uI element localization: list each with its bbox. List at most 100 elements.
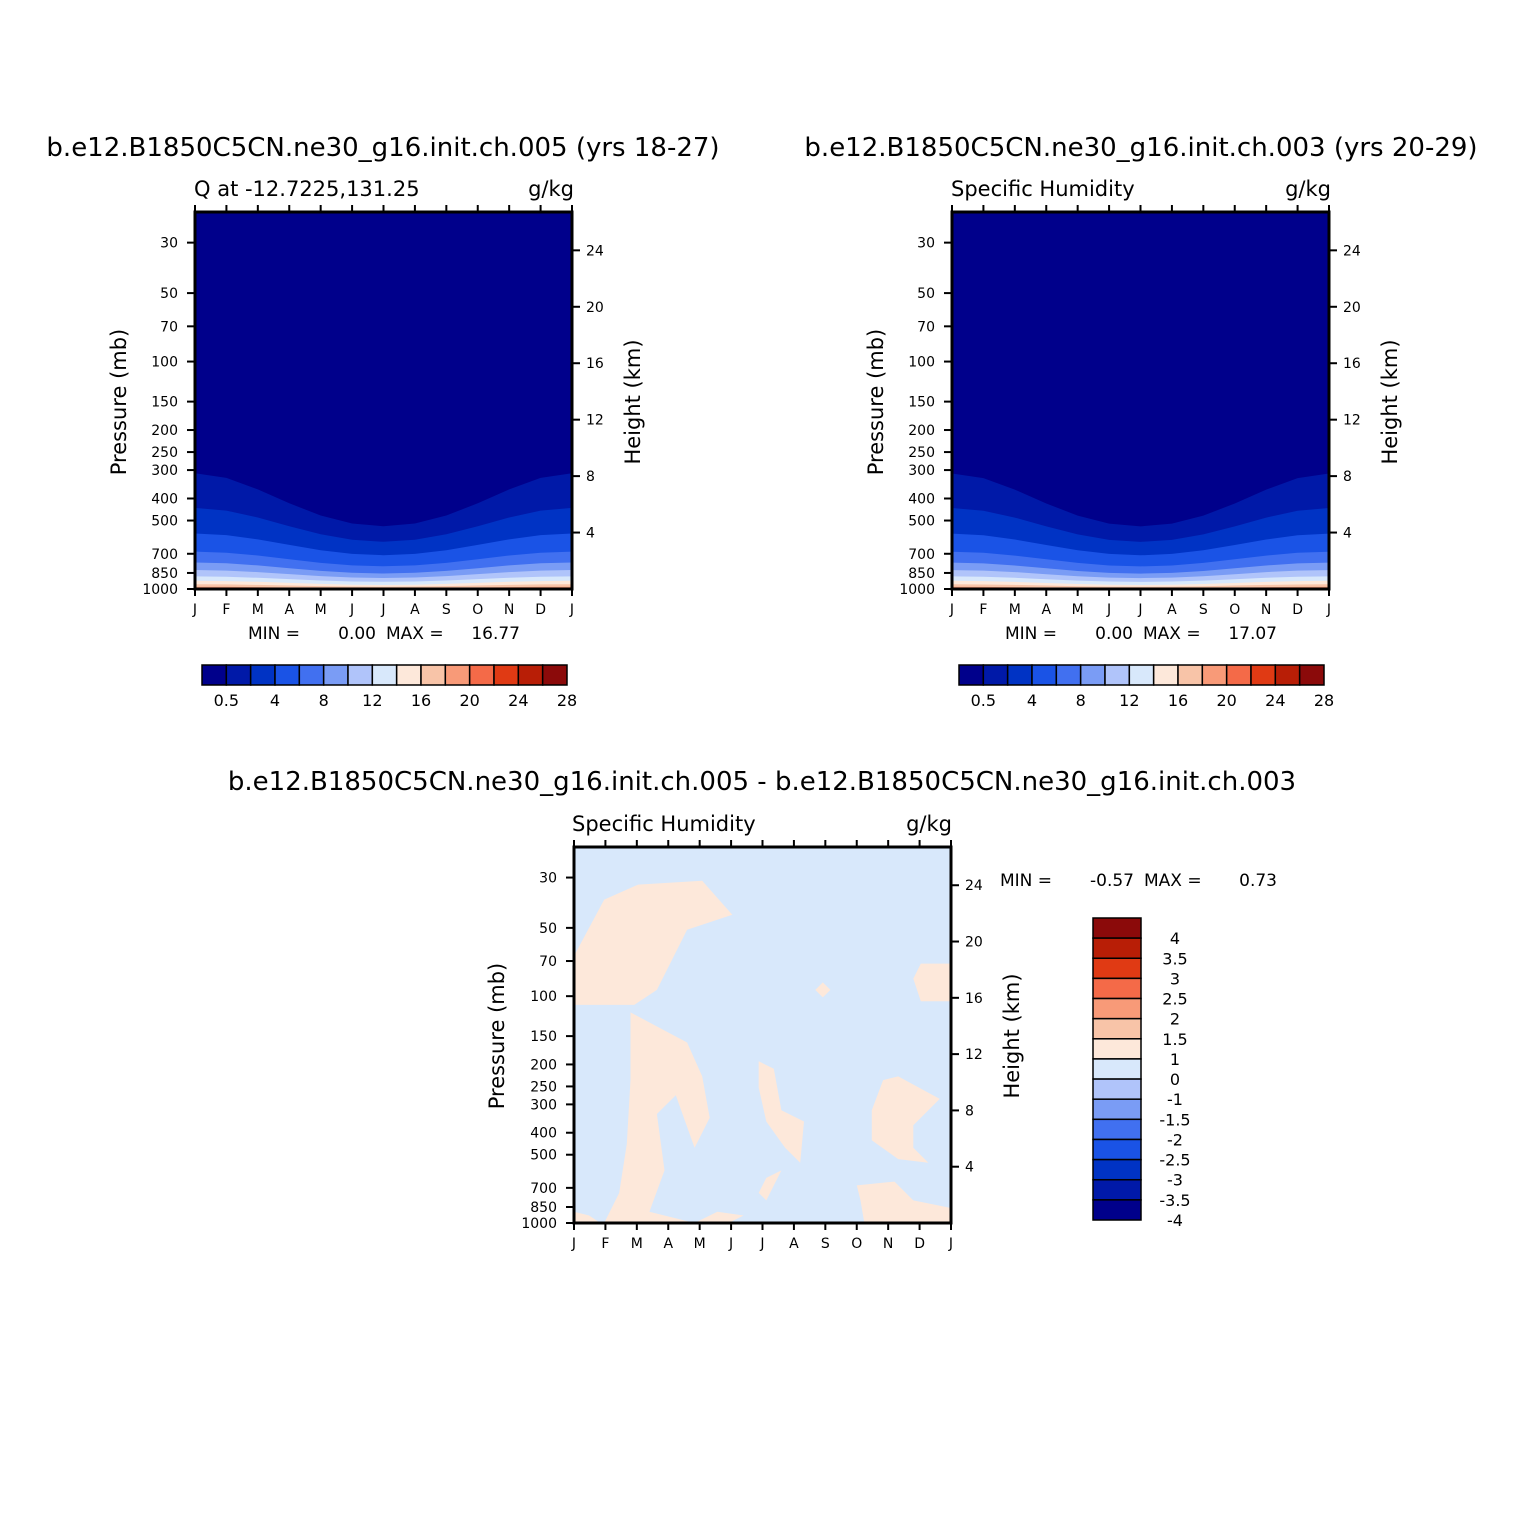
y-tick-label: 400: [151, 491, 178, 507]
contour-fill: [574, 1211, 601, 1223]
colorbar-label: 2: [1170, 1010, 1180, 1029]
panel-ch003-plot: J F M A M J J A S O N D J 30 50 70 100 150 200 250 300 400 500…: [899, 205, 1361, 618]
colorbar-box: [1298, 664, 1325, 686]
panel-ch005-plot: J F M A M J J A S O N D J 30 50 70 100 150 200 250 300 400 500…: [142, 205, 604, 618]
panel-ch003-min-value: 0.00: [1095, 624, 1133, 644]
colorbar-label: 4: [1027, 691, 1037, 710]
contour-fill: [604, 1012, 710, 1223]
y2-tick-label: 12: [965, 1047, 983, 1063]
colorbar-label: -3: [1167, 1171, 1183, 1190]
y2-tick-label: 4: [586, 526, 595, 542]
y-tick-label: 250: [530, 1079, 557, 1095]
y-tick-label: 250: [151, 445, 178, 461]
y-tick-label: 850: [908, 566, 935, 582]
x-tick-label: S: [1199, 602, 1208, 618]
colorbar-label: -2.5: [1159, 1151, 1190, 1170]
x-tick-label: D: [535, 602, 546, 618]
y-tick-label: 850: [530, 1200, 557, 1216]
colorbar-label: -3.5: [1159, 1191, 1190, 1210]
y2-tick-label: 12: [1343, 413, 1361, 429]
panel-diff-plot: J F M A M J J A S O N D J 30 50 70 100 150 200 250 300 400 500…: [521, 840, 983, 1252]
x-tick-label: M: [315, 602, 327, 618]
colorbar-box: [1092, 1038, 1142, 1060]
x-tick-label: O: [472, 602, 483, 618]
x-tick-label: F: [601, 1236, 609, 1252]
x-tick-label: J: [380, 602, 385, 618]
y-tick-label: 500: [908, 514, 935, 530]
x-tick-label: F: [979, 602, 987, 618]
colorbar-box: [1092, 937, 1142, 960]
panel-ch005-y2label: Height (km): [621, 339, 645, 464]
y2-tick-label: 8: [1343, 469, 1352, 485]
contour-fill: [574, 880, 733, 1005]
panel-diff-units: g/kg: [906, 812, 952, 836]
colorbar-box: [1092, 1098, 1142, 1121]
y-tick-label: 400: [530, 1126, 557, 1142]
y-tick-label: 300: [530, 1097, 557, 1113]
y2-tick-label: 8: [586, 469, 595, 485]
panel-ch005-colorbar: 0.5 4 8 12 16 20 24 28: [201, 664, 577, 710]
panel-ch003: b.e12.B1850C5CN.ne30_g16.init.ch.003 (yr…: [804, 133, 1477, 710]
colorbar-label: -1.5: [1159, 1110, 1190, 1129]
colorbar-box: [1092, 1017, 1142, 1040]
panel-ch005: b.e12.B1850C5CN.ne30_g16.init.ch.005 (yr…: [46, 133, 719, 710]
colorbar-box: [541, 664, 568, 686]
panel-diff-max-value: 0.73: [1239, 871, 1277, 891]
colorbar-box: [444, 664, 471, 686]
x-tick-label: O: [851, 1236, 862, 1252]
x-tick-label: M: [1072, 602, 1084, 618]
colorbar-label: 0.5: [971, 691, 996, 710]
contour-fill: [871, 1076, 940, 1163]
panel-ch005-max-label: MAX =: [386, 624, 444, 644]
x-tick-label: D: [1292, 602, 1303, 618]
panel-ch005-stats: MIN = 0.00 MAX = 16.77: [248, 624, 520, 644]
panel-diff-left-subtitle: Specific Humidity: [572, 812, 756, 836]
colorbar-box: [225, 664, 252, 686]
y2-tick-label: 16: [1343, 356, 1361, 372]
colorbar-box: [1092, 1158, 1142, 1181]
y2-tick-label: 4: [1343, 526, 1352, 542]
x-tick-label: S: [442, 602, 451, 618]
y-tick-label: 200: [530, 1057, 557, 1073]
y-tick-label: 700: [908, 547, 935, 563]
y-tick-label: 250: [908, 445, 935, 461]
colorbar-label: 12: [1119, 691, 1139, 710]
y2-tick-label: 16: [586, 356, 604, 372]
colorbar-box: [1092, 997, 1142, 1020]
colorbar-label: 28: [557, 691, 577, 710]
colorbar-box: [517, 664, 544, 686]
colorbar-label: 12: [362, 691, 382, 710]
colorbar-box: [1092, 1118, 1142, 1141]
panel-ch003-min-label: MIN =: [1005, 624, 1057, 644]
contour-fill: [758, 1170, 782, 1201]
panel-diff-colorbar: 43.53 2.521.510-1-1.5-2 -2.5-3-3.5-4: [1092, 917, 1191, 1230]
colorbar-box: [420, 664, 447, 686]
x-tick-label: F: [222, 602, 230, 618]
y-tick-label: 500: [530, 1148, 557, 1164]
y2-tick-label: 24: [586, 243, 604, 259]
y-tick-label: 70: [539, 954, 557, 970]
contour-fill: [758, 1061, 804, 1163]
y-tick-label: 70: [160, 319, 178, 335]
x-tick-label: A: [410, 602, 420, 618]
x-tick-label: O: [1229, 602, 1240, 618]
y-tick-label: 30: [917, 236, 935, 252]
x-tick-label: J: [569, 602, 574, 618]
panel-diff-min-value: -0.57: [1090, 871, 1134, 891]
x-tick-label: S: [821, 1236, 830, 1252]
colorbar-box: [1006, 664, 1033, 686]
y-tick-label: 200: [151, 423, 178, 439]
panel-diff-max-label: MAX =: [1144, 871, 1202, 891]
colorbar-label: 3: [1170, 969, 1180, 988]
colorbar-box: [249, 664, 276, 686]
panel-ch003-stats: MIN = 0.00 MAX = 17.07: [1005, 624, 1277, 644]
panel-ch005-min-label: MIN =: [248, 624, 300, 644]
colorbar-label: 4: [1170, 929, 1180, 948]
x-tick-label: J: [759, 1236, 764, 1252]
panel-ch003-left-subtitle: Specific Humidity: [951, 177, 1135, 201]
panel-ch005-title: b.e12.B1850C5CN.ne30_g16.init.ch.005 (yr…: [46, 133, 719, 163]
x-tick-label: J: [1106, 602, 1111, 618]
panel-ch005-min-value: 0.00: [338, 624, 376, 644]
x-tick-label: A: [284, 602, 294, 618]
